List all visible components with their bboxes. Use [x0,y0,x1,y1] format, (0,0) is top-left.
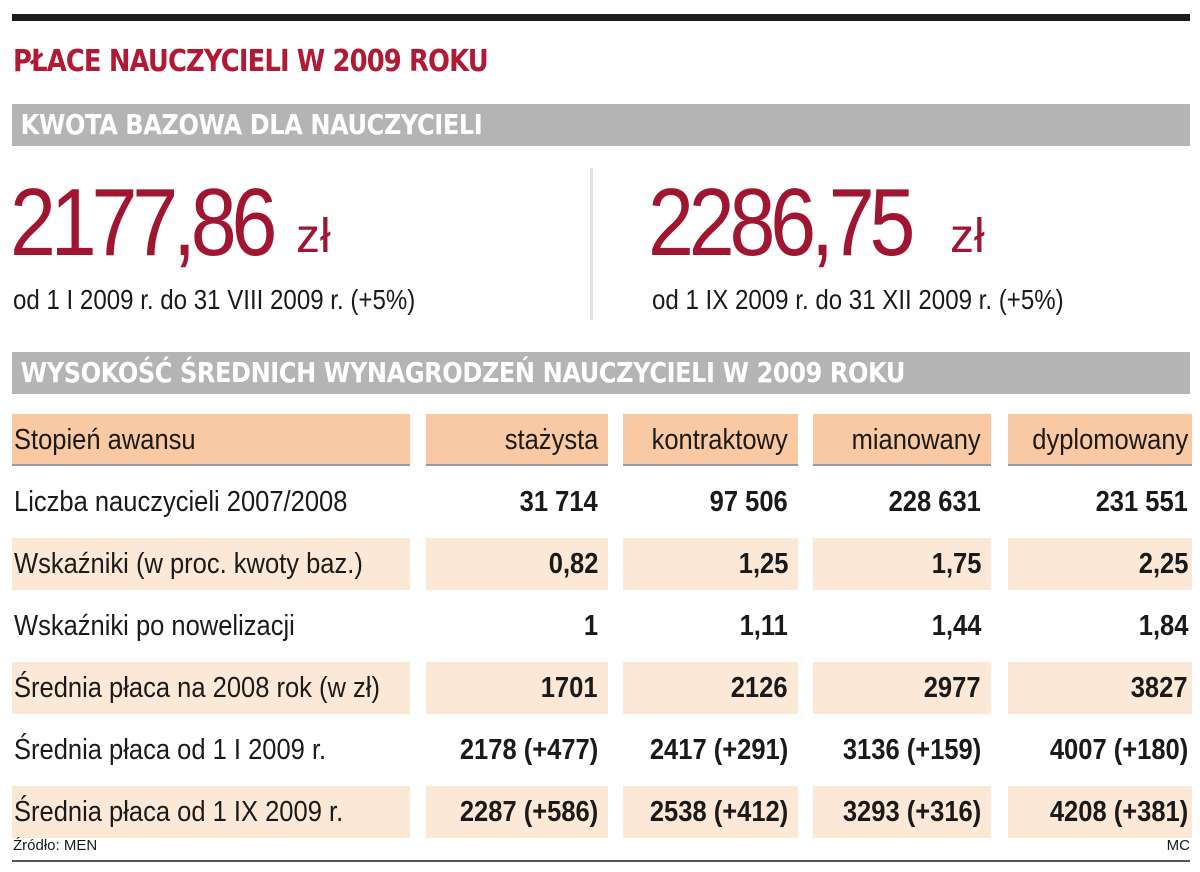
author-credit: MC [1167,837,1190,854]
base-amount-2: 2286,75 zł [648,168,953,278]
row-label: Średnia płaca od 1 I 2009 r. [12,724,410,776]
table-cell: 1,25 [623,538,798,590]
base-amount-1-value: 2177,86 [10,168,272,278]
table-cell: 1,84 [1008,600,1192,652]
table-cell: 1,75 [813,538,991,590]
table-row: Wskaźniki po nowelizacji 1 1,11 1,44 1,8… [12,600,1192,652]
table-cell: 2126 [623,662,798,714]
table-header-cell: Stopień awansu [12,414,410,466]
table-header-row: Stopień awansu stażysta kontraktowy mian… [12,414,1192,466]
row-label: Średnia płaca na 2008 rok (w zł) [12,662,410,714]
table-cell: 3136 (+159) [813,724,991,776]
table-cell: 31 714 [426,476,608,528]
row-label: Średnia płaca od 1 IX 2009 r. [12,786,410,838]
source-note: Źródło: MEN [13,837,97,854]
row-label: Liczba nauczycieli 2007/2008 [12,476,410,528]
table-cell: 228 631 [813,476,991,528]
table-header-cell: kontraktowy [623,414,798,466]
salary-table-heading-bar: WYSOKOŚĆ ŚREDNICH WYNAGRODZEŃ NAUCZYCIEL… [12,352,1190,394]
base-amount-1-currency: zł [296,209,331,264]
table-cell: 1 [426,600,608,652]
amount-divider [590,168,593,320]
row-label: Wskaźniki (w proc. kwoty baz.) [12,538,410,590]
base-amount-1-period: od 1 I 2009 r. do 31 VIII 2009 r. (+5%) [13,284,415,316]
table-header-cell: dyplomowany [1008,414,1192,466]
table-row: Średnia płaca na 2008 rok (w zł) 1701 21… [12,662,1192,714]
table-cell: 2178 (+477) [426,724,608,776]
table-cell: 3293 (+316) [813,786,991,838]
table-cell: 97 506 [623,476,798,528]
table-cell: 3827 [1008,662,1192,714]
base-amount-2-period: od 1 IX 2009 r. do 31 XII 2009 r. (+5%) [652,284,1064,316]
table-row: Wskaźniki (w proc. kwoty baz.) 0,82 1,25… [12,538,1192,590]
table-cell: 2,25 [1008,538,1192,590]
bottom-rule [12,860,1190,862]
table-cell: 1,11 [623,600,798,652]
base-amount-heading: KWOTA BAZOWA DLA NAUCZYCIELI [12,104,482,146]
table-cell: 4007 (+180) [1008,724,1192,776]
page-title: PŁACE NAUCZYCIELI W 2009 ROKU [13,44,488,79]
table-cell: 2287 (+586) [426,786,608,838]
table-row: Średnia płaca od 1 I 2009 r. 2178 (+477)… [12,724,1192,776]
base-amount-2-value: 2286,75 [648,168,910,278]
table-header-cell: stażysta [426,414,608,466]
table-cell: 1701 [426,662,608,714]
table-cell: 2538 (+412) [623,786,798,838]
table-cell: 231 551 [1008,476,1192,528]
table-row: Liczba nauczycieli 2007/2008 31 714 97 5… [12,476,1192,528]
table-cell: 1,44 [813,600,991,652]
base-amount-1: 2177,86 zł [10,168,315,278]
base-amount-heading-bar: KWOTA BAZOWA DLA NAUCZYCIELI [12,104,1190,146]
table-cell: 4208 (+381) [1008,786,1192,838]
salary-table: Stopień awansu stażysta kontraktowy mian… [12,414,1192,848]
table-cell: 2977 [813,662,991,714]
table-cell: 0,82 [426,538,608,590]
salary-table-heading: WYSOKOŚĆ ŚREDNICH WYNAGRODZEŃ NAUCZYCIEL… [12,352,905,394]
base-amount-2-currency: zł [950,209,985,264]
top-rule [12,14,1190,21]
table-header-cell: mianowany [813,414,991,466]
row-label: Wskaźniki po nowelizacji [12,600,410,652]
table-cell: 2417 (+291) [623,724,798,776]
table-row: Średnia płaca od 1 IX 2009 r. 2287 (+586… [12,786,1192,838]
